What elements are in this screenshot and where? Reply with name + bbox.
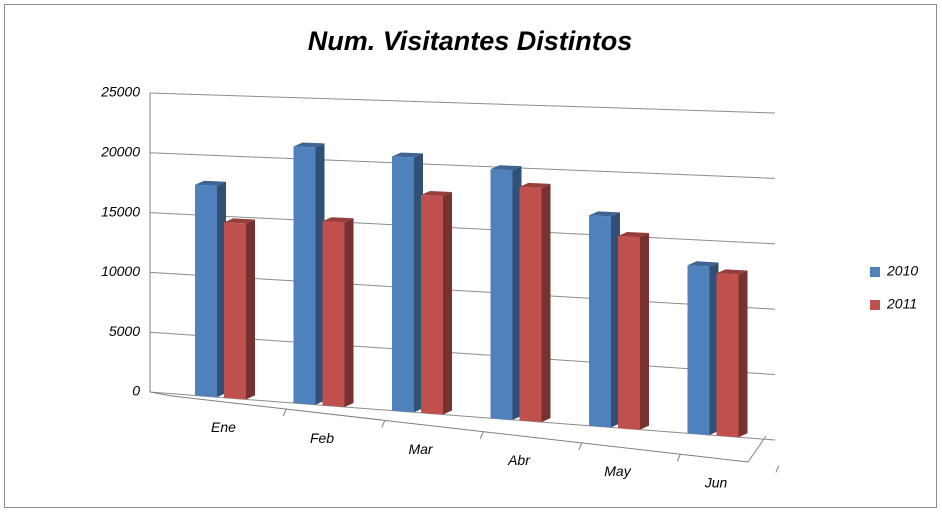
bar-top (293, 142, 325, 148)
grid-line (149, 391, 776, 441)
bar-top (224, 218, 255, 224)
x-tick-mark (381, 420, 386, 428)
bar-side (611, 212, 620, 428)
bar-top (490, 165, 522, 171)
bar (195, 180, 226, 398)
bar-top (392, 152, 423, 158)
y-tick-label: 0 (132, 383, 140, 399)
grid-line (149, 212, 776, 245)
bar-side (541, 183, 551, 423)
bar-side (443, 192, 452, 415)
grid-line (149, 92, 776, 114)
bar (687, 261, 719, 435)
bar-top (589, 211, 620, 217)
bar-side (315, 143, 325, 405)
x-tick-label: May (604, 463, 631, 479)
bar-top (421, 191, 452, 197)
bar-top (687, 261, 719, 267)
bar-top (195, 180, 226, 186)
bar-front (421, 195, 443, 415)
bar-front (293, 146, 316, 405)
bar (519, 182, 551, 423)
bar (618, 231, 649, 430)
bar-front (589, 215, 611, 428)
bar-top (716, 269, 748, 275)
y-tick-label: 15000 (101, 203, 140, 219)
bar-front (687, 265, 710, 435)
chart-border (4, 4, 937, 508)
bar-side (709, 262, 719, 435)
bar (490, 165, 522, 420)
chart-title: Num. Visitantes Distintos (308, 26, 633, 56)
legend-swatch (870, 267, 880, 277)
floor-right-edge (747, 435, 767, 463)
x-tick-mark (775, 465, 780, 473)
bar (224, 218, 255, 400)
x-tick-label: Feb (310, 430, 334, 446)
bar (322, 217, 354, 407)
x-tick-label: Mar (408, 441, 433, 457)
bar-top (618, 231, 649, 238)
bar (589, 211, 620, 428)
y-tick-label: 10000 (101, 263, 140, 279)
bar-side (414, 153, 423, 413)
x-tick-mark (676, 454, 681, 462)
bar-front (392, 156, 414, 413)
bar-front (195, 184, 217, 398)
y-tick-label: 20000 (100, 144, 140, 160)
bar-side (217, 181, 226, 398)
bar-front (716, 273, 739, 438)
legend-swatch (870, 300, 880, 310)
grid-line (149, 152, 776, 179)
bar-side (738, 270, 748, 438)
bar (293, 142, 325, 405)
x-tick-mark (282, 408, 287, 417)
y-tick-label: 5000 (109, 323, 140, 339)
x-tick-label: Jun (704, 474, 728, 490)
legend-label: 2011 (886, 296, 917, 312)
bar-front (618, 235, 640, 430)
bar (716, 269, 748, 438)
bar-top (322, 217, 354, 223)
x-tick-label: Abr (507, 452, 531, 468)
bar-front (322, 221, 345, 407)
bar (392, 152, 423, 413)
bar (421, 191, 452, 415)
bar-front (490, 169, 513, 420)
x-axis (171, 395, 749, 463)
bar-side (512, 166, 522, 420)
x-tick-label: Ene (211, 419, 236, 435)
bar-front (224, 222, 246, 400)
x-tick-mark (578, 442, 583, 451)
bar-side (246, 219, 255, 400)
legend-label: 2010 (886, 263, 918, 279)
bar-top (519, 182, 551, 188)
bar-front (519, 186, 542, 423)
bar-side (344, 218, 354, 407)
bar-side (640, 233, 649, 430)
y-tick-label: 25000 (100, 84, 140, 100)
x-tick-mark (479, 431, 484, 439)
